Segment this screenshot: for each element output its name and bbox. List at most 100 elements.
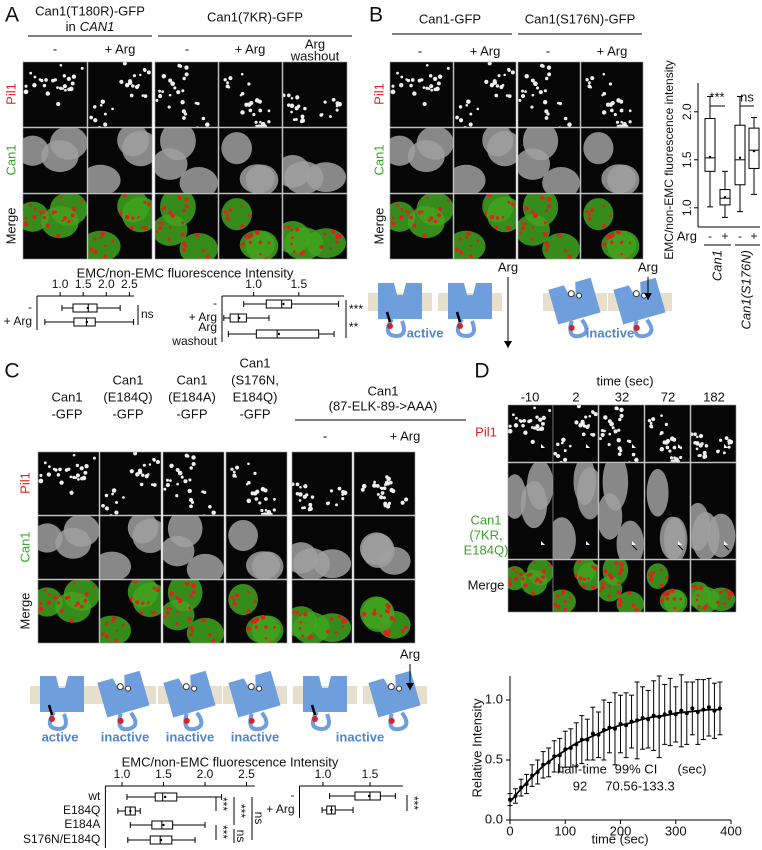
- spot: [494, 225, 499, 230]
- micrograph-frame: [218, 127, 283, 194]
- spot: [23, 89, 29, 95]
- spot: [650, 426, 654, 429]
- transporter: [368, 670, 421, 732]
- spot: [56, 473, 61, 477]
- cell: [186, 553, 224, 579]
- substrate: [182, 683, 190, 691]
- spot: [240, 204, 244, 208]
- cell: [407, 206, 445, 239]
- x-tick-label: 1.5: [362, 767, 379, 781]
- spot: [48, 593, 51, 596]
- spot: [530, 439, 535, 444]
- spot: [468, 122, 473, 127]
- spot: [109, 641, 113, 643]
- spot: [267, 109, 271, 113]
- pointer-arrow: [677, 544, 684, 551]
- x-tick-label: 400: [720, 823, 742, 838]
- spot: [24, 84, 28, 88]
- spot: [182, 116, 186, 120]
- spot: [601, 94, 604, 97]
- spot: [544, 248, 549, 252]
- spot: [578, 423, 583, 428]
- spot: [114, 510, 119, 515]
- spot: [541, 421, 545, 426]
- substrate: [116, 683, 124, 691]
- spot: [72, 453, 76, 457]
- spot: [335, 236, 339, 240]
- micrograph-background: [100, 452, 161, 515]
- micrograph-frame: [644, 404, 691, 463]
- spot: [84, 592, 89, 597]
- significance: ***: [234, 804, 248, 818]
- spot: [409, 215, 413, 220]
- mean-marker: [85, 320, 89, 324]
- pointer-arrow-head: [586, 444, 590, 448]
- spot: [602, 204, 606, 208]
- spot: [501, 83, 505, 87]
- time-point-label: 2: [572, 389, 579, 404]
- spot: [189, 594, 193, 598]
- category-label: Arg: [198, 320, 217, 334]
- micrograph: [645, 463, 690, 559]
- spot: [524, 206, 529, 211]
- column-title: E184Q): [233, 389, 278, 404]
- spot: [295, 227, 300, 232]
- spot: [548, 409, 552, 413]
- spot: [138, 468, 143, 473]
- spot: [168, 225, 172, 229]
- spot: [717, 600, 720, 604]
- micrograph-frame: [22, 127, 88, 194]
- micrograph: [23, 194, 87, 259]
- transporter-body: [40, 676, 84, 712]
- spot: [702, 606, 706, 610]
- category-label: +: [750, 229, 757, 243]
- spot: [505, 94, 509, 98]
- spot: [609, 421, 614, 427]
- spot: [548, 563, 552, 567]
- state-label: inactive: [336, 729, 384, 744]
- spot: [634, 607, 639, 612]
- spot: [616, 589, 621, 595]
- spot: [301, 506, 305, 510]
- spot: [607, 594, 611, 598]
- spot: [230, 595, 234, 599]
- spot: [536, 428, 540, 432]
- spot: [191, 455, 196, 460]
- column-label: Arg: [305, 36, 325, 51]
- spot: [727, 593, 731, 597]
- transporter: [228, 670, 281, 732]
- spot: [724, 436, 729, 440]
- spot: [430, 88, 434, 92]
- spot: [695, 447, 699, 451]
- category-label: -: [708, 229, 712, 243]
- spot: [189, 504, 193, 509]
- spot: [59, 86, 63, 90]
- spot: [273, 625, 276, 629]
- spot: [585, 210, 589, 214]
- spot: [696, 442, 699, 445]
- spot: [613, 429, 618, 434]
- spot: [465, 235, 469, 239]
- spot: [264, 636, 268, 640]
- spot: [203, 490, 207, 494]
- spot: [137, 215, 140, 219]
- spot: [522, 418, 527, 423]
- spot: [163, 487, 167, 491]
- spot: [235, 593, 240, 598]
- spot: [533, 81, 538, 87]
- spot: [618, 124, 623, 127]
- spot: [693, 441, 697, 445]
- spot: [559, 610, 563, 612]
- spot: [140, 449, 143, 452]
- spot: [468, 254, 473, 259]
- micrograph-frame: [453, 61, 517, 128]
- spot: [254, 230, 260, 235]
- spot: [617, 446, 622, 451]
- spot: [152, 458, 156, 462]
- spot: [428, 74, 433, 78]
- cell: [283, 155, 311, 188]
- spot: [433, 219, 438, 224]
- transporter-body: [448, 283, 492, 319]
- micrograph-background: [454, 62, 516, 127]
- spot: [385, 609, 391, 614]
